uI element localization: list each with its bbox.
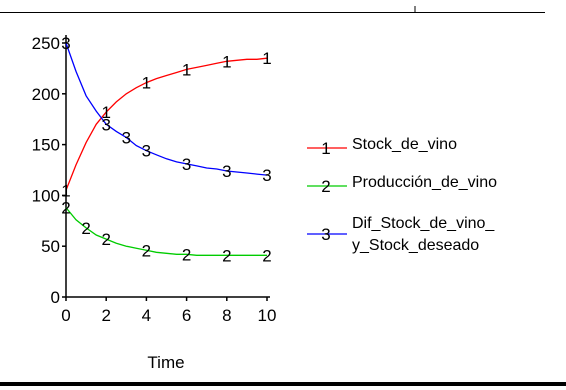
series-marker-label: 2 bbox=[101, 230, 110, 249]
legend-entry-1: 1 Stock_de_vino bbox=[307, 136, 457, 158]
series-marker-label: 2 bbox=[61, 199, 70, 218]
axes: 0 50 100 150 200 250 0 2 4 6 8 10 bbox=[32, 34, 277, 325]
x-tick-label: 0 bbox=[61, 306, 70, 325]
y-tick-label: 250 bbox=[32, 34, 60, 53]
series-marker-label: 2 bbox=[262, 246, 271, 265]
legend-marker: 3 bbox=[321, 225, 330, 244]
x-tick-label: 10 bbox=[258, 306, 277, 325]
series-marker-label: 3 bbox=[101, 115, 110, 134]
legend-marker: 2 bbox=[321, 177, 330, 196]
legend-label: y_Stock_deseado bbox=[352, 237, 479, 254]
y-tick-label: 150 bbox=[32, 136, 60, 155]
series-line bbox=[65, 42, 268, 176]
y-tick-label: 0 bbox=[51, 288, 60, 307]
series-marker-label: 1 bbox=[142, 74, 151, 93]
series-marker-label: 3 bbox=[222, 162, 231, 181]
x-tick-label: 2 bbox=[101, 306, 110, 325]
x-tick-label: 6 bbox=[182, 306, 191, 325]
y-tick-label: 100 bbox=[32, 186, 60, 205]
legend: 1 Stock_de_vino 2 Producción_de_vino 3 Dif_St… bbox=[307, 136, 497, 254]
legend-entry-2: 2 Producción_de_vino bbox=[307, 174, 497, 196]
legend-label: Stock_de_vino bbox=[352, 136, 457, 153]
series-marker-label: 3 bbox=[182, 155, 191, 174]
series-marker-label: 2 bbox=[182, 245, 191, 264]
series-line bbox=[65, 57, 268, 191]
legend-label: Dif_Stock_de_vino_ bbox=[352, 215, 495, 232]
series-marker-label: 3 bbox=[262, 166, 271, 185]
series-marker-label: 2 bbox=[222, 246, 231, 265]
series-marker-label: 1 bbox=[61, 181, 70, 200]
x-tick-label: 8 bbox=[222, 306, 231, 325]
series-marker-label: 2 bbox=[142, 241, 151, 260]
series-line bbox=[65, 207, 267, 256]
legend-label: Producción_de_vino bbox=[352, 174, 497, 191]
series-marker-label: 1 bbox=[262, 49, 271, 68]
legend-entry-3: 3 Dif_Stock_de_vino_ y_Stock_deseado bbox=[307, 215, 495, 254]
y-tick-label: 50 bbox=[41, 237, 60, 256]
series-marker-label: 1 bbox=[222, 52, 231, 71]
series-marker-label: 2 bbox=[81, 219, 90, 238]
series-marker-label: 1 bbox=[101, 103, 110, 122]
series-marker-label: 3 bbox=[142, 142, 151, 161]
x-tick-label: 4 bbox=[142, 306, 151, 325]
x-axis-label: Time bbox=[147, 353, 184, 372]
legend-marker: 1 bbox=[321, 139, 330, 158]
series-marker-label: 1 bbox=[182, 60, 191, 79]
bottom-border bbox=[0, 382, 566, 386]
series-1: 1 1 1 1 1 1 bbox=[61, 49, 271, 200]
y-tick-label: 200 bbox=[32, 85, 60, 104]
series-marker-label: 3 bbox=[122, 128, 131, 147]
series-marker-label: 3 bbox=[61, 34, 70, 53]
